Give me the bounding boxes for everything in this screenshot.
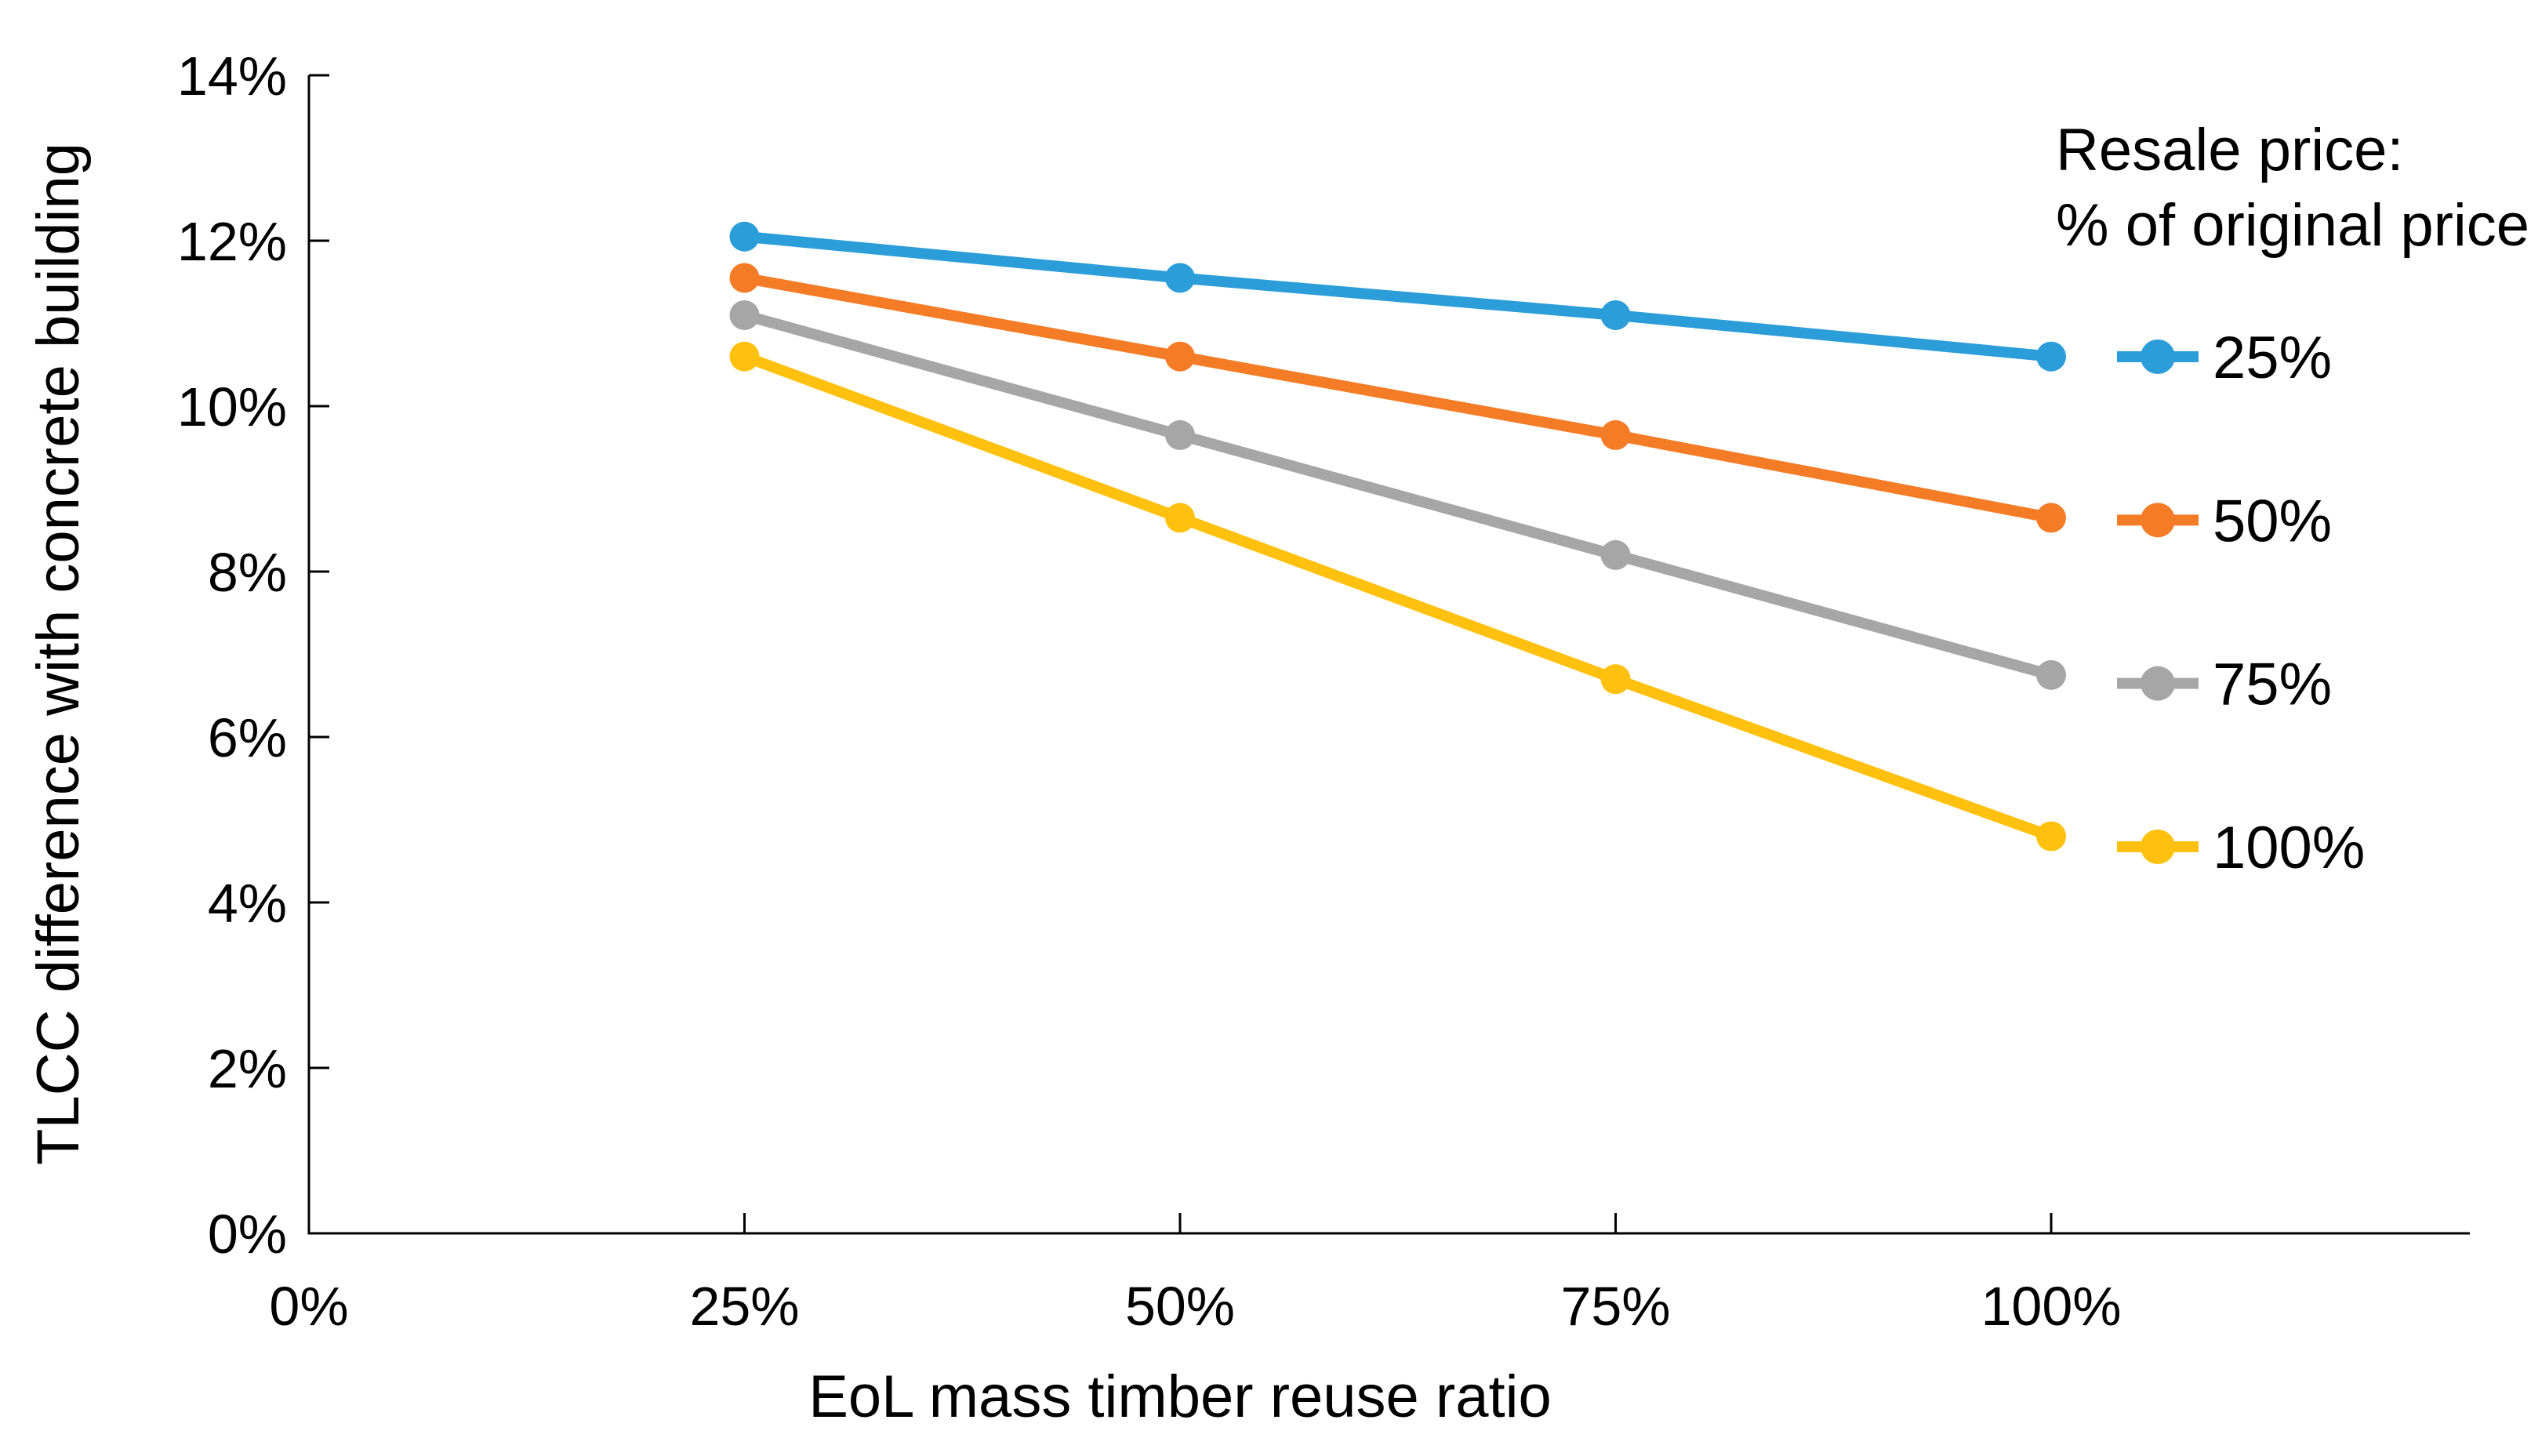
series-point-100%-x100: [2036, 821, 2066, 851]
legend-marker-100%: [2141, 829, 2175, 864]
legend-title-line2: % of original price: [2056, 192, 2529, 259]
x-tick-label-0%: 0%: [269, 1276, 348, 1337]
series-point-100%-x75: [1600, 664, 1631, 695]
y-tick-label-6%: 6%: [208, 707, 287, 768]
series-point-50%-x25: [729, 263, 760, 293]
series-point-25%-x75: [1600, 300, 1631, 330]
series-point-25%-x100: [2036, 341, 2066, 372]
series-layer: [729, 221, 2066, 851]
series-point-75%-x100: [2036, 659, 2066, 690]
legend-marker-50%: [2141, 503, 2175, 538]
x-tick-label-50%: 50%: [1125, 1276, 1235, 1337]
y-tick-label-4%: 4%: [208, 873, 287, 934]
series-point-75%-x50: [1165, 419, 1195, 450]
x-tick-label-100%: 100%: [1981, 1276, 2121, 1337]
y-tick-label-12%: 12%: [177, 211, 287, 272]
y-tick-label-14%: 14%: [177, 45, 287, 107]
legend-layer: 25% 50% 75% 100%: [2117, 325, 2365, 881]
x-tick-label-25%: 25%: [689, 1276, 799, 1337]
legend-label-50%: 50%: [2213, 488, 2332, 554]
series-point-100%-x25: [729, 341, 760, 372]
series-point-50%-x100: [2036, 503, 2066, 533]
x-axis-title: EoL mass timber reuse ratio: [808, 1363, 1552, 1430]
x-tick-label-75%: 75%: [1560, 1276, 1670, 1337]
axes-layer: 0% 2% 4% 6% 8% 10% 12% 14% 0% 25% 50% 75% 100%: [177, 45, 2470, 1337]
y-tick-label-10%: 10%: [177, 376, 287, 438]
series-point-75%-x75: [1600, 539, 1631, 570]
series-point-50%-x50: [1165, 341, 1195, 372]
legend-title-line1: Resale price:: [2056, 117, 2404, 183]
series-line-100%: [743, 351, 2053, 842]
y-axis-title: TLCC difference with concrete building: [25, 143, 92, 1165]
legend-marker-75%: [2141, 666, 2175, 701]
legend-label-100%: 100%: [2213, 815, 2365, 881]
series-point-75%-x25: [729, 300, 760, 330]
legend-marker-25%: [2141, 339, 2175, 374]
series-point-25%-x50: [1165, 263, 1195, 293]
legend-label-25%: 25%: [2213, 325, 2332, 391]
legend-label-75%: 75%: [2213, 652, 2332, 718]
series-point-25%-x25: [729, 221, 760, 252]
series-line-50%: [743, 272, 2053, 524]
series-line-75%: [743, 310, 2053, 681]
series-line-25%: [743, 231, 2052, 362]
series-point-100%-x50: [1165, 503, 1195, 533]
y-tick-label-2%: 2%: [208, 1038, 287, 1099]
y-tick-label-0%: 0%: [208, 1204, 287, 1265]
series-point-50%-x75: [1600, 419, 1631, 450]
y-tick-label-8%: 8%: [208, 542, 287, 603]
